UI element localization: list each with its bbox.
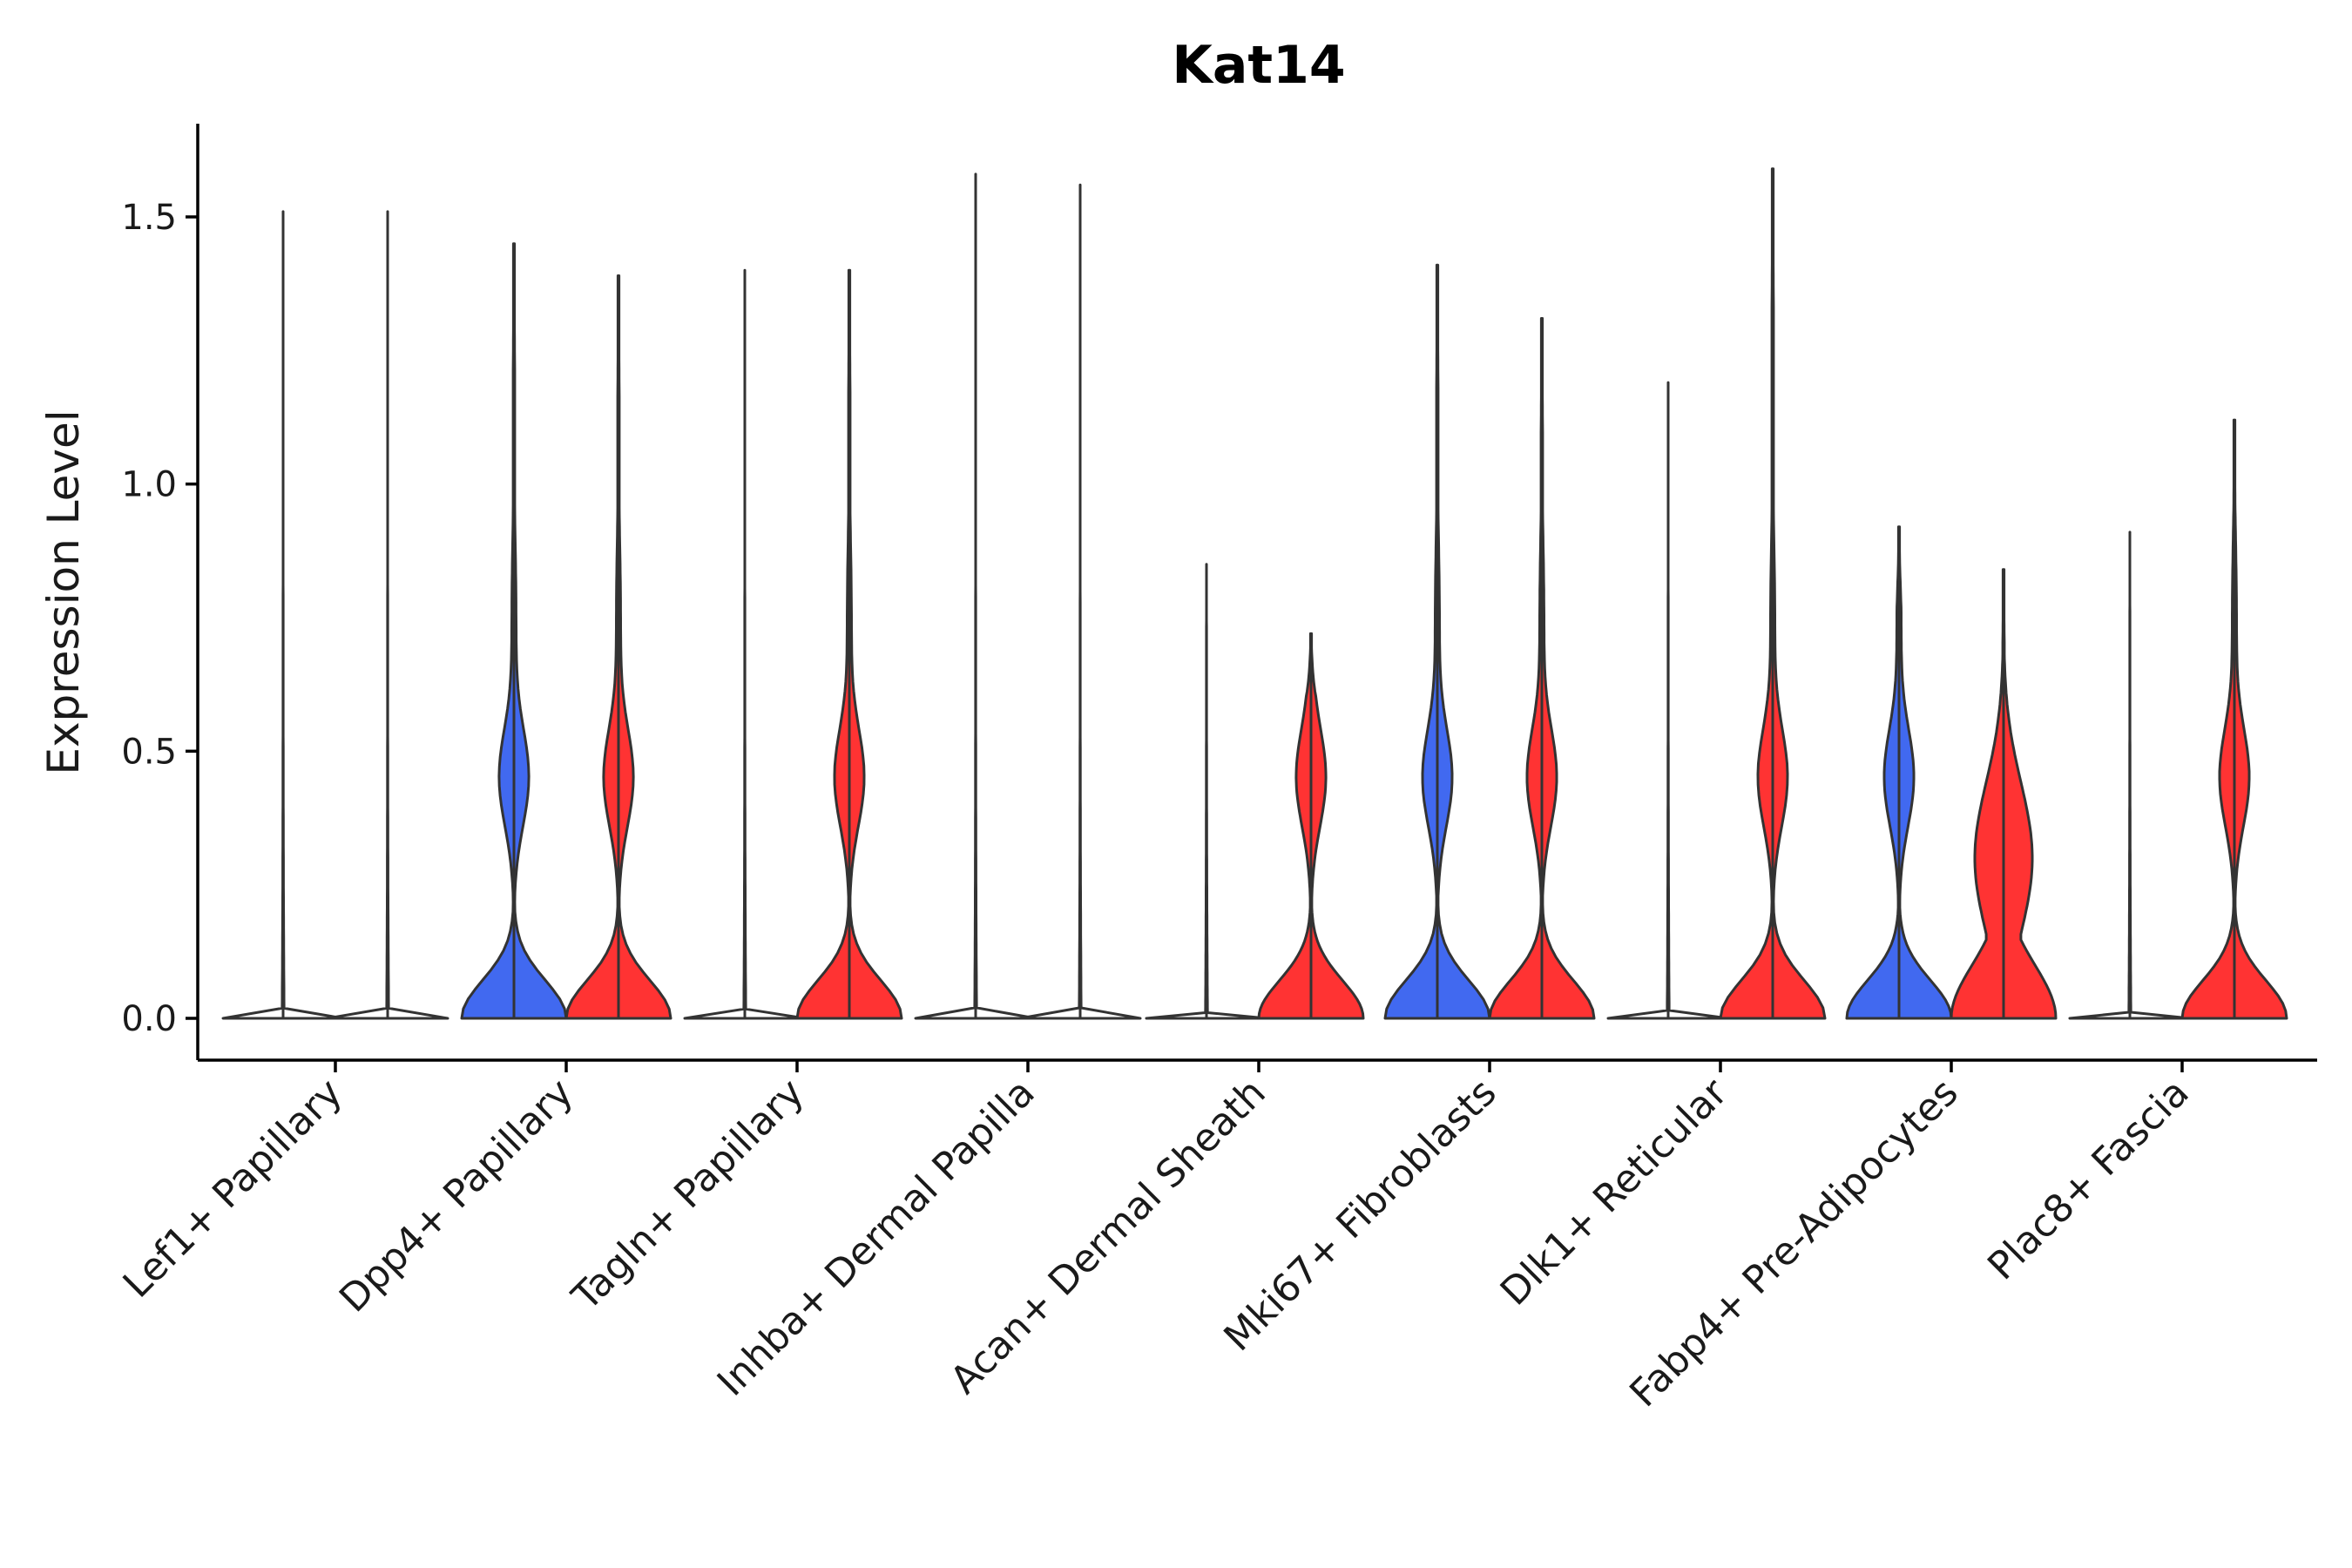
x-tick-label: Dpp4+ Papillary (331, 1071, 582, 1321)
y-tick-label: 0.5 (121, 732, 177, 772)
y-tick-label: 0.0 (121, 999, 177, 1039)
x-tick-label: Tagln+ Papillary (564, 1071, 813, 1320)
y-axis-title: Expression Level (38, 409, 89, 774)
y-axis-ticks: 0.0 0.5 1.0 1.5 (121, 198, 198, 1039)
chart-title: Kat14 (1172, 35, 1345, 96)
x-tick-label: Dlk1+ Reticular (1492, 1070, 1737, 1315)
x-tick-label: Lef1+ Papillary (115, 1071, 351, 1307)
violins-layer (221, 167, 2288, 1020)
y-tick-label: 1.0 (121, 465, 177, 505)
y-tick-label: 1.5 (121, 198, 177, 238)
x-tick-label: Plac8+ Fascia (1979, 1071, 2198, 1289)
